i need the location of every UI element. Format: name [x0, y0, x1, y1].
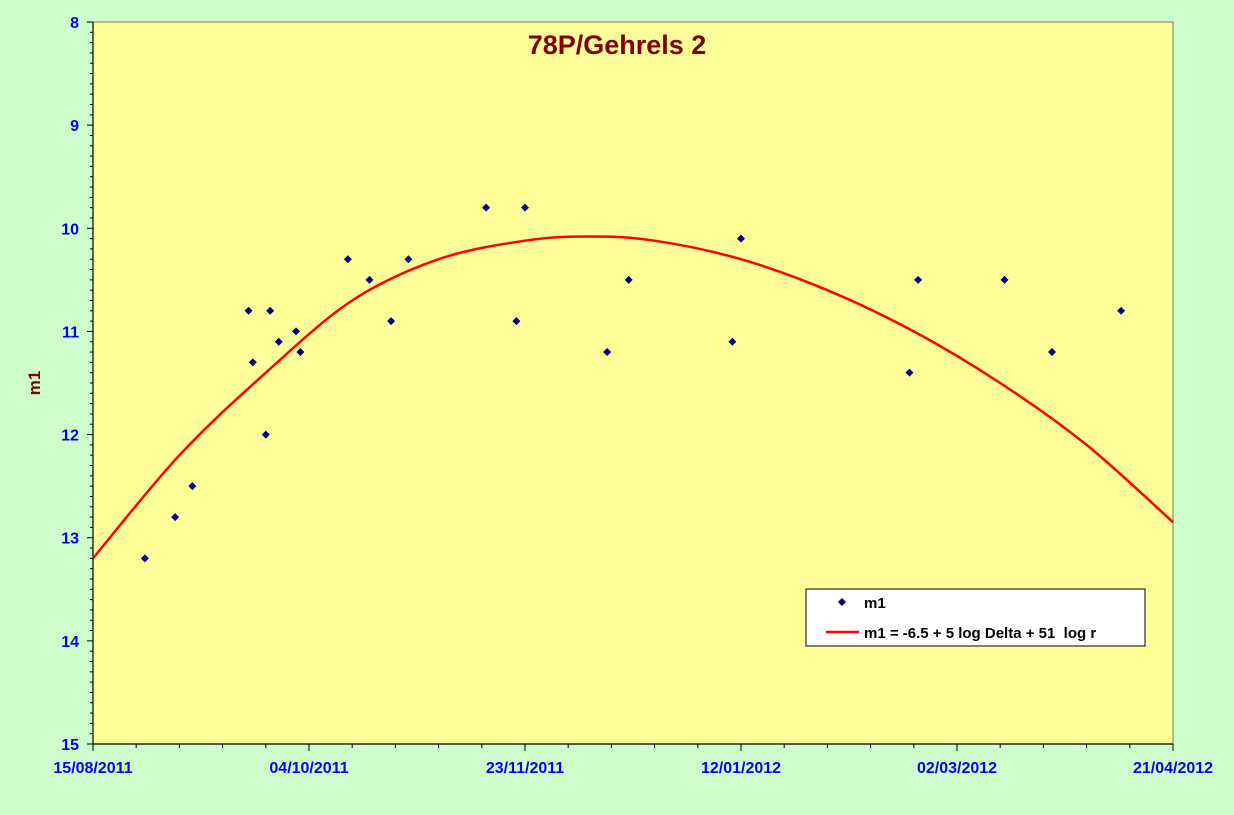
data-point: [737, 234, 745, 243]
x-tick-label: 12/01/2012: [701, 760, 781, 777]
data-point: [387, 317, 396, 326]
y-tick-label: 10: [61, 221, 79, 238]
data-point: [343, 255, 352, 264]
data-point: [292, 327, 301, 336]
y-tick-label: 15: [61, 737, 79, 754]
x-tick-label: 15/08/2011: [53, 760, 132, 777]
y-tick-label: 11: [62, 324, 79, 341]
data-point: [512, 317, 521, 326]
data-point: [274, 337, 283, 346]
x-tick-label: 21/04/2012: [1133, 760, 1213, 777]
m1-points-series: [140, 203, 1126, 563]
data-point: [1117, 306, 1126, 315]
y-tick-label: 8: [70, 15, 79, 32]
legend-label-m1: m1: [864, 595, 886, 612]
data-point: [140, 554, 149, 563]
data-point: [914, 275, 923, 284]
data-point: [1048, 348, 1057, 357]
y-axis-ticks: 8 9 10 11 12 13 14 15: [61, 15, 93, 754]
x-tick-label: 02/03/2012: [917, 760, 997, 777]
fit-line-series: [92, 235, 1174, 560]
data-point: [482, 203, 491, 212]
legend: m1 m1 = -6.5 + 5 log Delta + 51 log r: [805, 588, 1146, 647]
data-point: [248, 358, 257, 367]
chart-title: 78P/Gehrels 2: [528, 30, 707, 60]
data-point: [171, 513, 180, 522]
fit-line: [92, 235, 1174, 560]
x-tick-label: 04/10/2011: [269, 760, 348, 777]
data-point: [1000, 275, 1009, 284]
y-tick-label: 12: [61, 428, 79, 445]
y-tick-label: 9: [70, 118, 79, 135]
y-tick-label: 14: [61, 634, 79, 651]
y-tick-label: 13: [61, 531, 79, 548]
legend-marker-icon: [838, 598, 846, 606]
data-point: [521, 203, 529, 212]
data-point: [365, 275, 374, 284]
x-tick-label: 23/11/2011: [486, 760, 564, 777]
data-point: [261, 430, 270, 439]
x-axis-ticks: 15/08/2011 04/10/2011 23/11/2011 12/01/2012…: [53, 744, 1213, 777]
data-point: [905, 368, 914, 377]
data-point: [296, 348, 305, 357]
y-axis-label: m1: [25, 371, 44, 396]
data-point: [188, 482, 197, 491]
data-point: [266, 306, 275, 315]
legend-label-fit: m1 = -6.5 + 5 log Delta + 51 log r: [864, 625, 1096, 642]
data-point: [404, 255, 413, 264]
data-point: [244, 306, 253, 315]
data-point: [624, 275, 633, 284]
data-point: [603, 348, 612, 357]
legend-box: [805, 588, 1146, 647]
data-point: [728, 337, 737, 346]
